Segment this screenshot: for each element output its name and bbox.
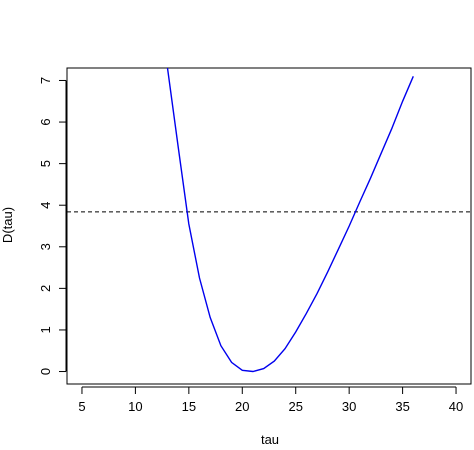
x-tick-label-15: 15 bbox=[182, 399, 196, 414]
y-tick-label-1: 1 bbox=[38, 326, 53, 333]
y-tick-label-3: 3 bbox=[38, 243, 53, 250]
plot-frame bbox=[66, 67, 472, 385]
y-tick-label-0: 0 bbox=[38, 368, 53, 375]
y-tick-label-2: 2 bbox=[38, 285, 53, 292]
x-tick-label-40: 40 bbox=[449, 399, 463, 414]
x-tick-label-25: 25 bbox=[288, 399, 302, 414]
y-tick-label-4: 4 bbox=[38, 202, 53, 209]
y-tick-label-6: 6 bbox=[38, 118, 53, 125]
series-line-0 bbox=[166, 68, 414, 373]
x-axis-label: tau bbox=[261, 432, 279, 447]
y-axis-label: D(tau) bbox=[0, 207, 15, 243]
x-tick-label-20: 20 bbox=[235, 399, 249, 414]
y-tick-label-7: 7 bbox=[38, 77, 53, 84]
x-tick-label-30: 30 bbox=[342, 399, 356, 414]
y-tick-label-5: 5 bbox=[38, 160, 53, 167]
x-tick-label-35: 35 bbox=[395, 399, 409, 414]
x-tick-label-5: 5 bbox=[78, 399, 85, 414]
x-tick-label-10: 10 bbox=[128, 399, 142, 414]
